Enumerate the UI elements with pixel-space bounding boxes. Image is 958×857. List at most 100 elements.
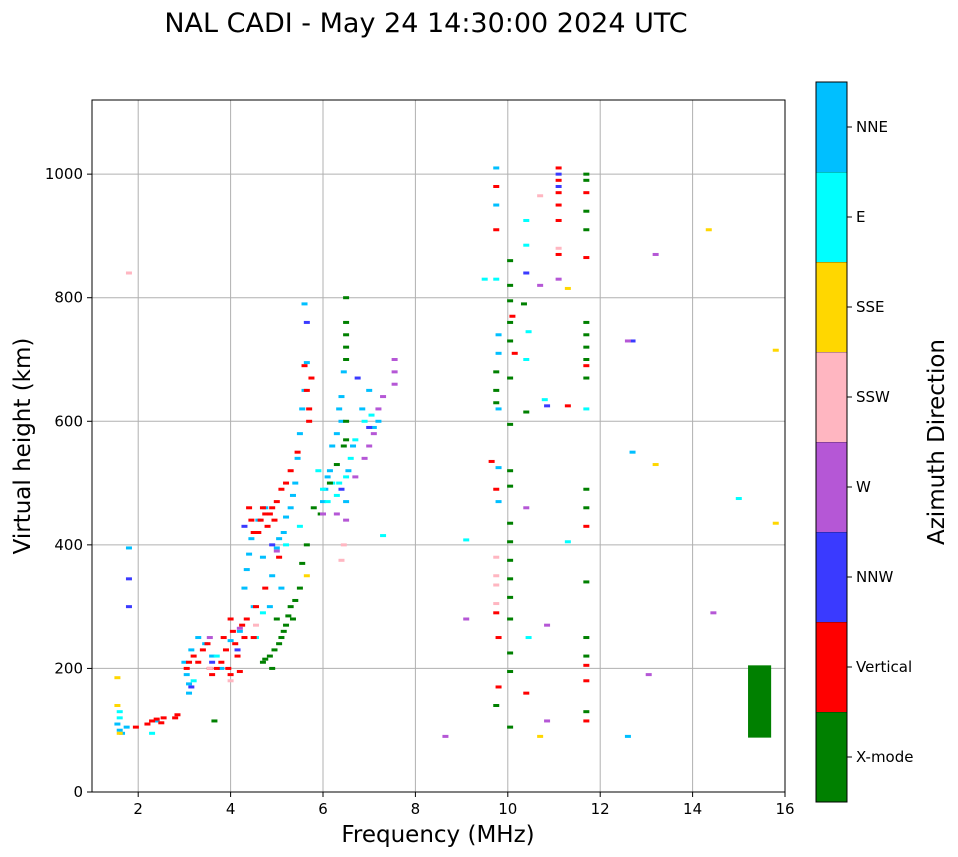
- data-point: [583, 719, 590, 723]
- data-point: [493, 401, 500, 405]
- data-point: [583, 663, 590, 667]
- chart-title: NAL CADI - May 24 14:30:00 2024 UTC: [164, 8, 687, 39]
- data-point: [329, 444, 336, 448]
- data-point: [507, 299, 514, 303]
- data-point: [306, 407, 313, 411]
- data-point: [186, 660, 193, 664]
- data-point: [507, 339, 514, 343]
- data-point: [289, 493, 296, 497]
- data-point: [583, 376, 590, 380]
- data-point: [234, 654, 241, 658]
- data-point: [509, 314, 516, 318]
- data-point: [195, 636, 202, 640]
- series-x-mode: [211, 172, 590, 729]
- data-point: [507, 577, 514, 581]
- data-point: [199, 648, 206, 652]
- data-point: [333, 463, 340, 467]
- data-point: [347, 456, 354, 460]
- x-axis-label: Frequency (MHz): [341, 822, 534, 848]
- colorbar-segment: [816, 82, 847, 172]
- data-point: [541, 398, 548, 402]
- data-point: [343, 518, 350, 522]
- data-point: [555, 218, 562, 222]
- data-point: [287, 605, 294, 609]
- data-point: [583, 654, 590, 658]
- data-point: [153, 717, 160, 721]
- data-point: [181, 660, 188, 664]
- plot-frame: [91, 99, 786, 793]
- data-point: [495, 466, 502, 470]
- data-point: [493, 203, 500, 207]
- y-tick-label: 800: [54, 289, 83, 307]
- data-point: [583, 487, 590, 491]
- data-point: [493, 166, 500, 170]
- data-point: [493, 602, 500, 606]
- data-point: [495, 685, 502, 689]
- data-point: [361, 456, 368, 460]
- data-point: [495, 351, 502, 355]
- data-point: [186, 682, 193, 686]
- data-point: [340, 444, 347, 448]
- data-point: [343, 438, 350, 442]
- data-point: [493, 228, 500, 232]
- data-point: [153, 719, 160, 723]
- data-point: [583, 345, 590, 349]
- data-point: [583, 333, 590, 337]
- data-point: [555, 185, 562, 188]
- data-point: [343, 320, 350, 324]
- data-point: [114, 704, 121, 707]
- data-point: [183, 673, 190, 677]
- data-point: [259, 506, 266, 510]
- data-point: [253, 605, 260, 609]
- data-point: [222, 648, 229, 652]
- data-point: [206, 636, 213, 640]
- data-point: [278, 487, 285, 491]
- data-point: [273, 617, 280, 621]
- data-point: [132, 725, 139, 729]
- data-point: [645, 673, 652, 677]
- data-point: [283, 543, 290, 547]
- data-point: [190, 679, 197, 683]
- data-point: [225, 666, 232, 670]
- data-point: [320, 500, 326, 504]
- data-point: [227, 679, 234, 683]
- data-point: [278, 636, 285, 640]
- data-point: [583, 191, 590, 195]
- data-point: [294, 450, 301, 454]
- data-point: [511, 351, 518, 355]
- data-point: [442, 734, 449, 738]
- data-point: [292, 481, 299, 485]
- colorbar-segment: [816, 442, 847, 532]
- data-point: [583, 320, 590, 324]
- data-point: [232, 642, 239, 646]
- data-point: [391, 370, 398, 374]
- data-point: [239, 623, 246, 627]
- data-point: [158, 721, 165, 725]
- data-point: [652, 252, 659, 256]
- data-point: [186, 691, 193, 695]
- data-point: [366, 425, 373, 429]
- data-point: [523, 243, 530, 247]
- data-point: [253, 623, 260, 627]
- data-point: [299, 407, 306, 411]
- data-point: [236, 670, 243, 674]
- data-point: [296, 432, 303, 436]
- data-point: [172, 716, 179, 720]
- data-point: [340, 370, 347, 374]
- data-point: [320, 512, 326, 516]
- data-point: [564, 404, 571, 408]
- data-point: [227, 617, 234, 621]
- data-point: [523, 691, 530, 695]
- data-point: [370, 425, 377, 429]
- data-point: [366, 388, 373, 392]
- data-point: [287, 469, 294, 473]
- data-point: [583, 407, 590, 411]
- y-tick-label: 400: [54, 536, 83, 554]
- data-point: [338, 419, 345, 423]
- data-point: [303, 320, 310, 324]
- data-point: [326, 469, 333, 473]
- data-point: [301, 302, 308, 306]
- data-point: [273, 500, 280, 504]
- data-point: [144, 722, 151, 726]
- data-point: [772, 521, 779, 525]
